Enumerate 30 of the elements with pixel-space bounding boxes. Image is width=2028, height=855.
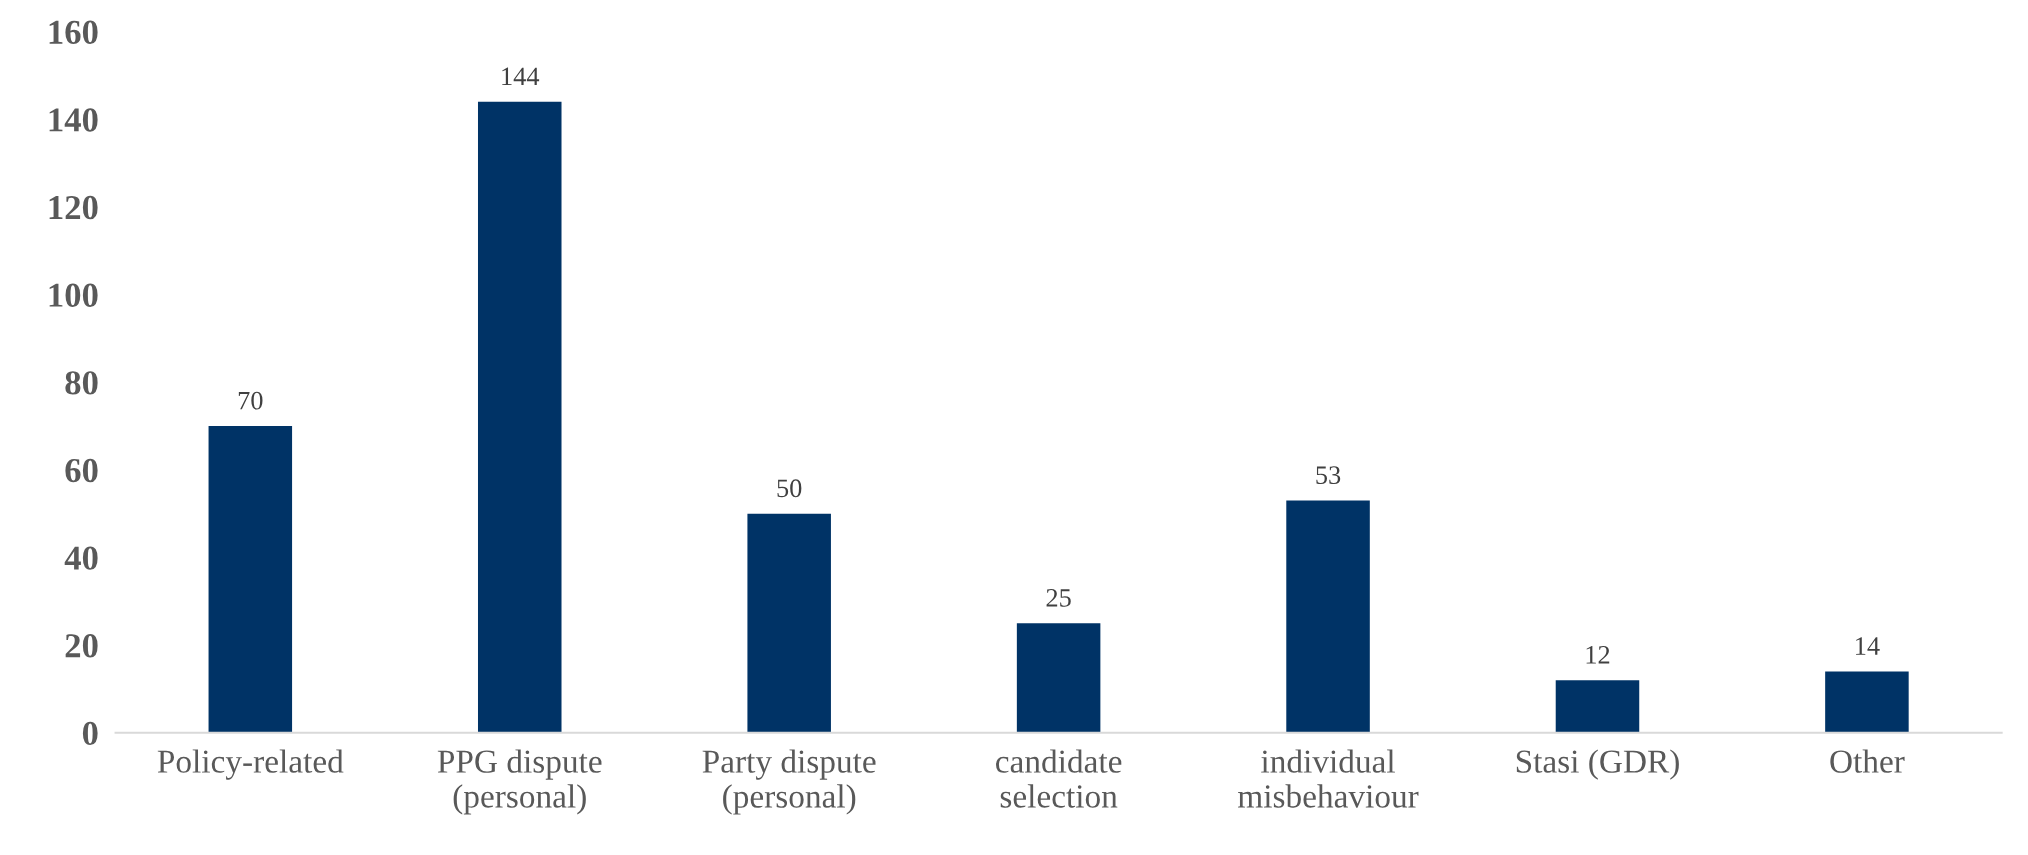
bar bbox=[1286, 500, 1370, 733]
y-tick-label: 160 bbox=[49, 20, 98, 45]
data-label: 50 bbox=[777, 479, 802, 498]
bar bbox=[1016, 623, 1101, 733]
y-tick-label: 80 bbox=[65, 371, 98, 395]
data-label: 25 bbox=[1046, 588, 1071, 607]
data-label: 12 bbox=[1586, 645, 1610, 664]
x-tick-label: candidate selection bbox=[996, 749, 1122, 808]
y-tick-label: 120 bbox=[49, 195, 98, 220]
x-tick-label: Stasi (GDR) bbox=[1516, 749, 1679, 780]
bar bbox=[477, 101, 562, 733]
x-tick-label: individual misbehaviour bbox=[1238, 749, 1419, 808]
bar bbox=[1825, 671, 1909, 733]
data-label: 144 bbox=[502, 67, 540, 86]
x-tick-label: Party dispute (personal) bbox=[702, 749, 876, 815]
bar bbox=[1555, 680, 1640, 733]
x-tick-label: PPG dispute (personal) bbox=[437, 749, 602, 815]
y-tick-label: 0 bbox=[82, 721, 98, 746]
bar bbox=[747, 513, 831, 733]
x-tick-label: Policy-related bbox=[157, 749, 344, 780]
y-tick-label: 40 bbox=[64, 546, 98, 570]
y-tick-label: 60 bbox=[65, 458, 98, 483]
bar bbox=[208, 426, 293, 733]
data-label: 53 bbox=[1316, 466, 1341, 485]
data-label: 14 bbox=[1856, 637, 1880, 655]
y-tick-label: 20 bbox=[65, 634, 98, 658]
data-label: 70 bbox=[238, 391, 263, 410]
x-tick-label: Other bbox=[1830, 749, 1905, 773]
y-tick-label: 100 bbox=[49, 283, 98, 307]
y-tick-label: 140 bbox=[49, 108, 98, 132]
